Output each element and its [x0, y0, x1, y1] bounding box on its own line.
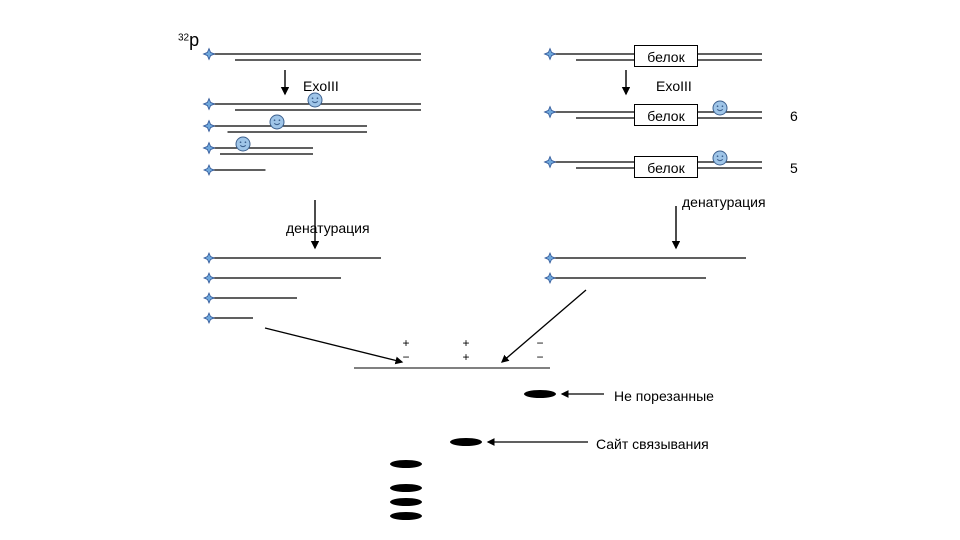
diagram-svg	[0, 0, 960, 540]
label-denat-left: денатурация	[286, 220, 370, 236]
lane1-signs: +−	[396, 336, 416, 365]
label-binding: Сайт связывания	[596, 436, 709, 452]
lane3-signs: −−	[530, 336, 550, 365]
label-uncut: Не порезанные	[614, 388, 714, 404]
label-exo-right: ExoIII	[656, 78, 692, 94]
label-5: 5	[790, 160, 798, 176]
label-32p: 32р	[178, 30, 199, 51]
label-exo-left: ExoIII	[303, 78, 339, 94]
protein-box-1: белок	[634, 45, 698, 67]
label-6: 6	[790, 108, 798, 124]
label-denat-right: денатурация	[682, 194, 766, 210]
protein-box-2: белок	[634, 104, 698, 126]
protein-box-3: белок	[634, 156, 698, 178]
lane2-signs: ++	[456, 336, 476, 365]
